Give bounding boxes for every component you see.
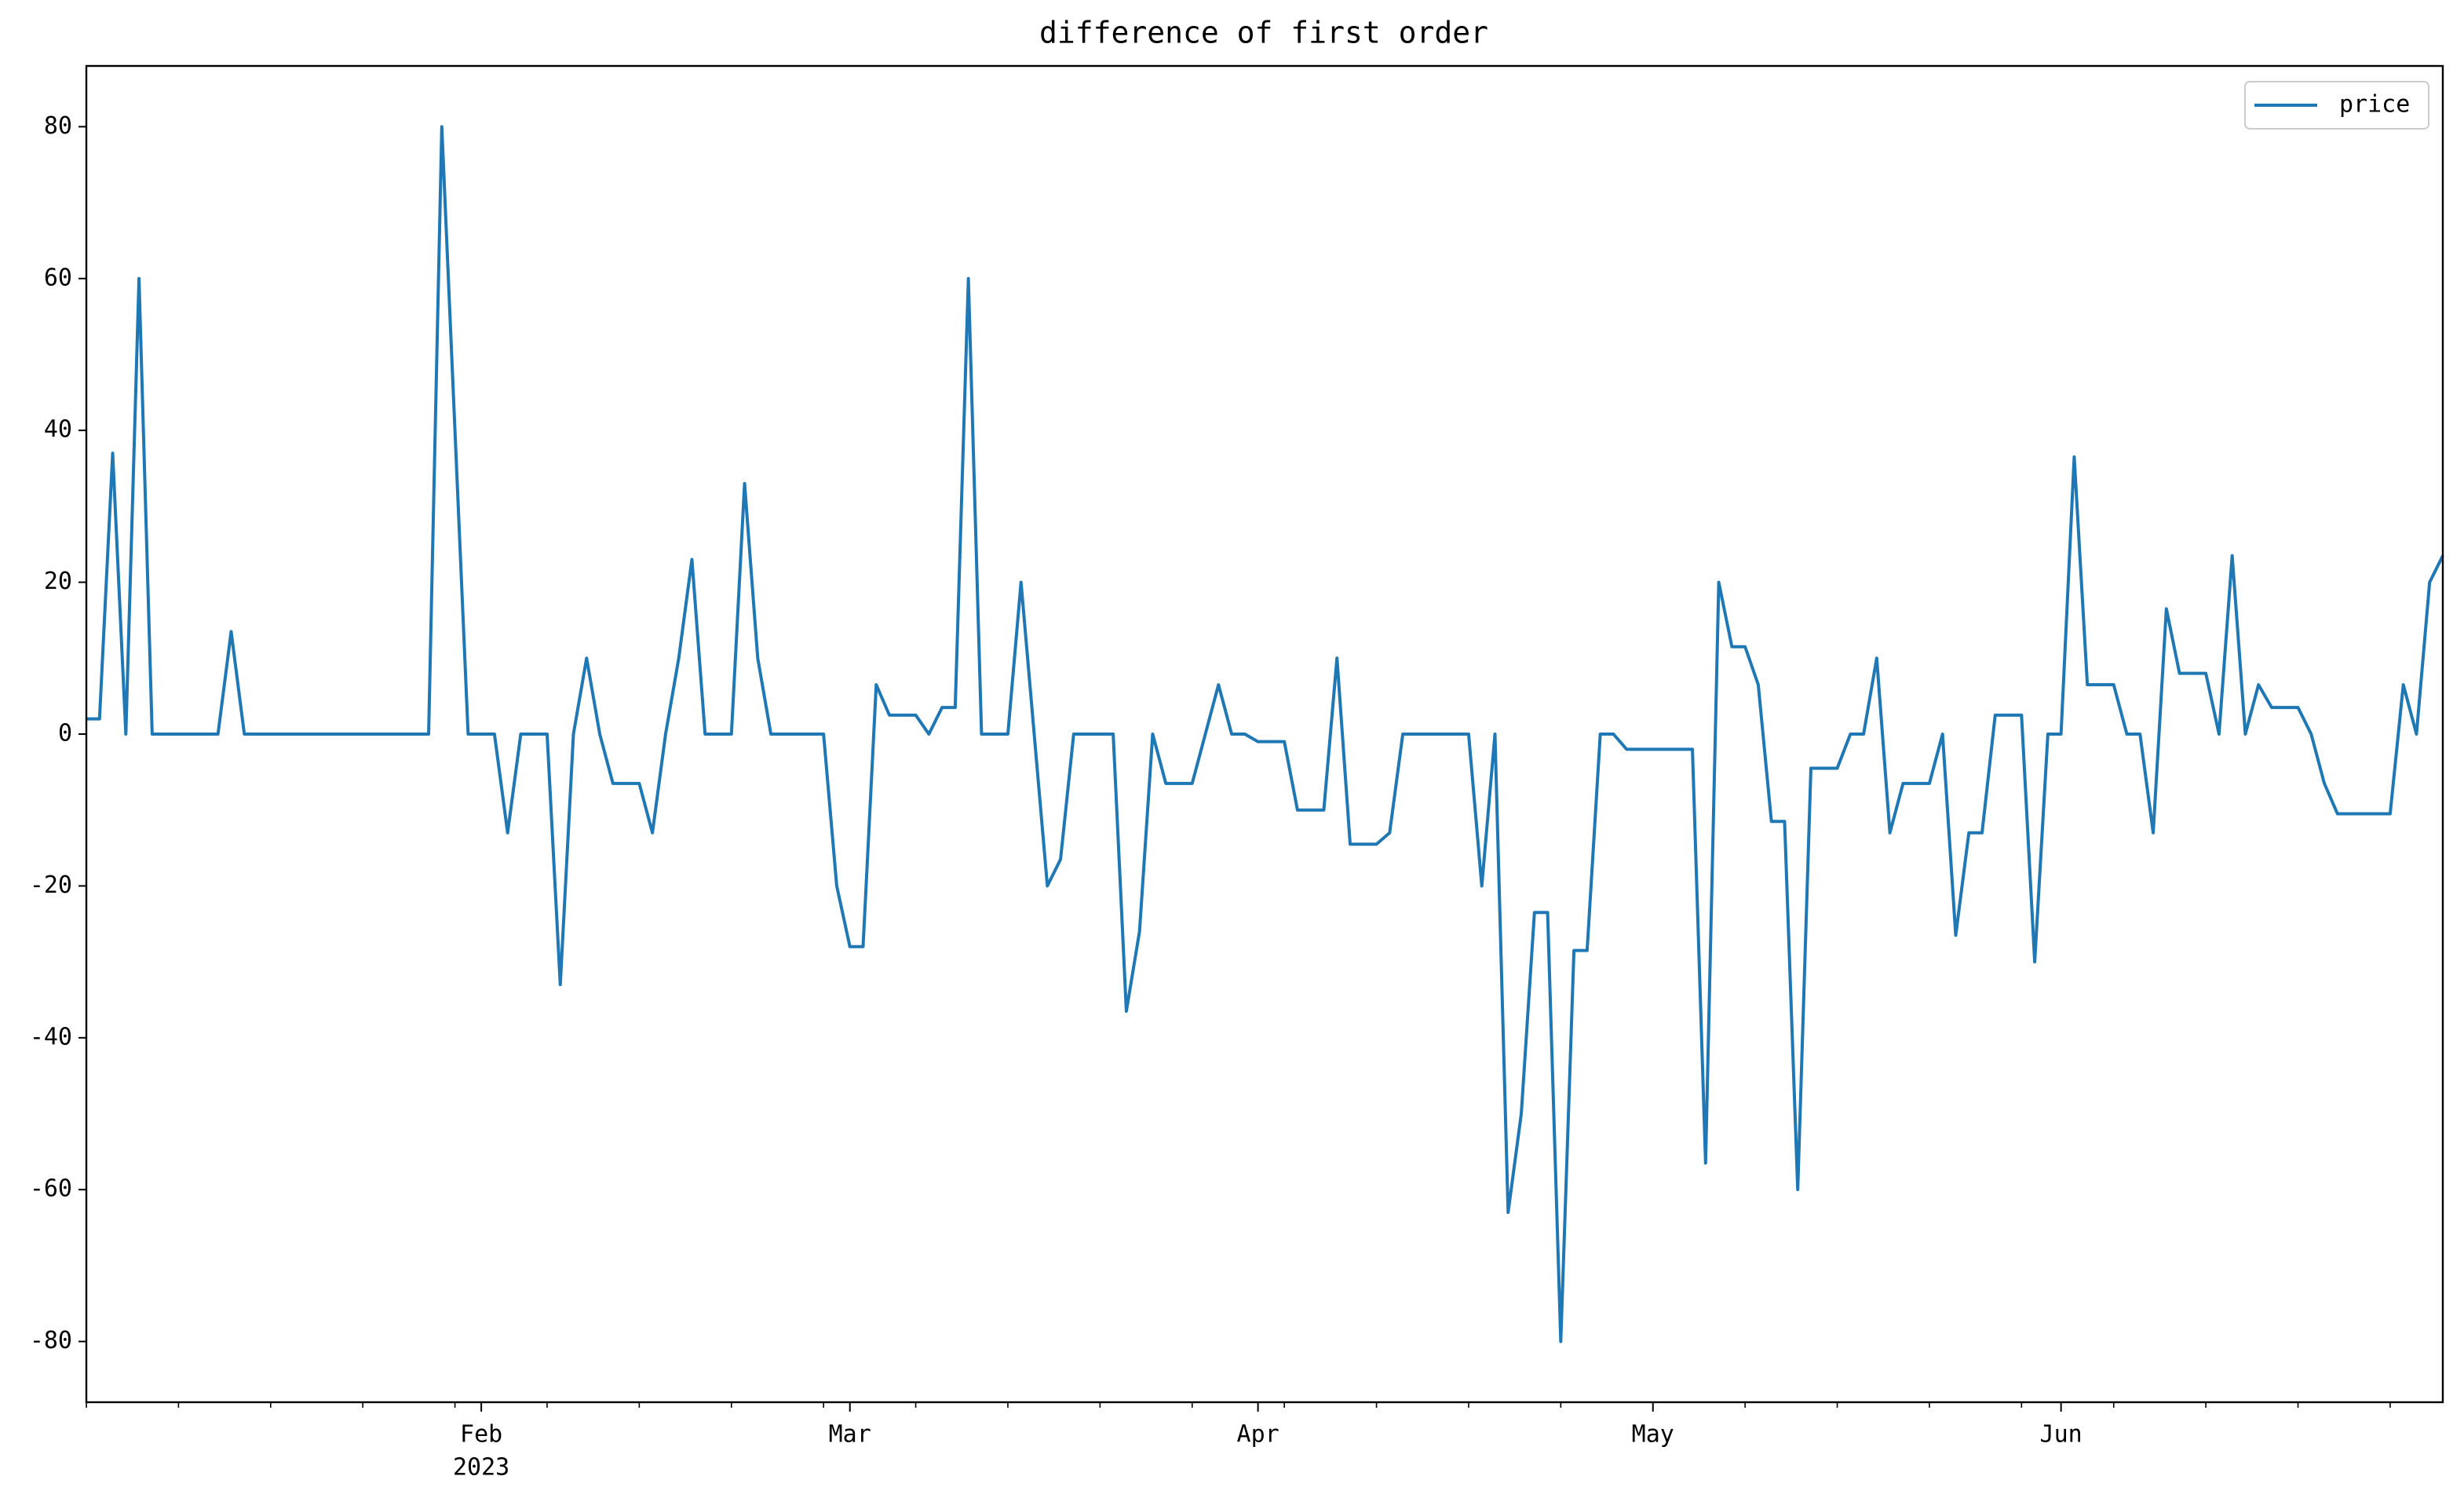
y-tick-label: 60 (44, 264, 72, 291)
x-tick-label: Jun (2040, 1421, 2083, 1449)
plot-frame (85, 64, 2444, 1404)
x-tick-label: Feb (460, 1421, 502, 1449)
y-tick-label: 40 (44, 416, 72, 444)
x-tick-label: May (1632, 1421, 1674, 1449)
y-tick-label: -40 (30, 1023, 72, 1050)
x-tick-label: Apr (1237, 1421, 1279, 1449)
legend-box (2244, 81, 2429, 130)
y-tick-label: 20 (44, 568, 72, 595)
y-tick-label: -80 (30, 1327, 72, 1354)
chart-title: difference of first order (1039, 16, 1488, 50)
legend-label: price (2339, 91, 2410, 119)
x-tick-label: Mar (829, 1421, 871, 1449)
line-series (86, 125, 2444, 1343)
x-year-label: 2023 (453, 1454, 509, 1482)
y-tick-label: 0 (58, 720, 72, 747)
y-tick-label: -60 (30, 1175, 72, 1203)
y-tick-label: -20 (30, 871, 72, 899)
y-tick-label: 80 (44, 112, 72, 140)
